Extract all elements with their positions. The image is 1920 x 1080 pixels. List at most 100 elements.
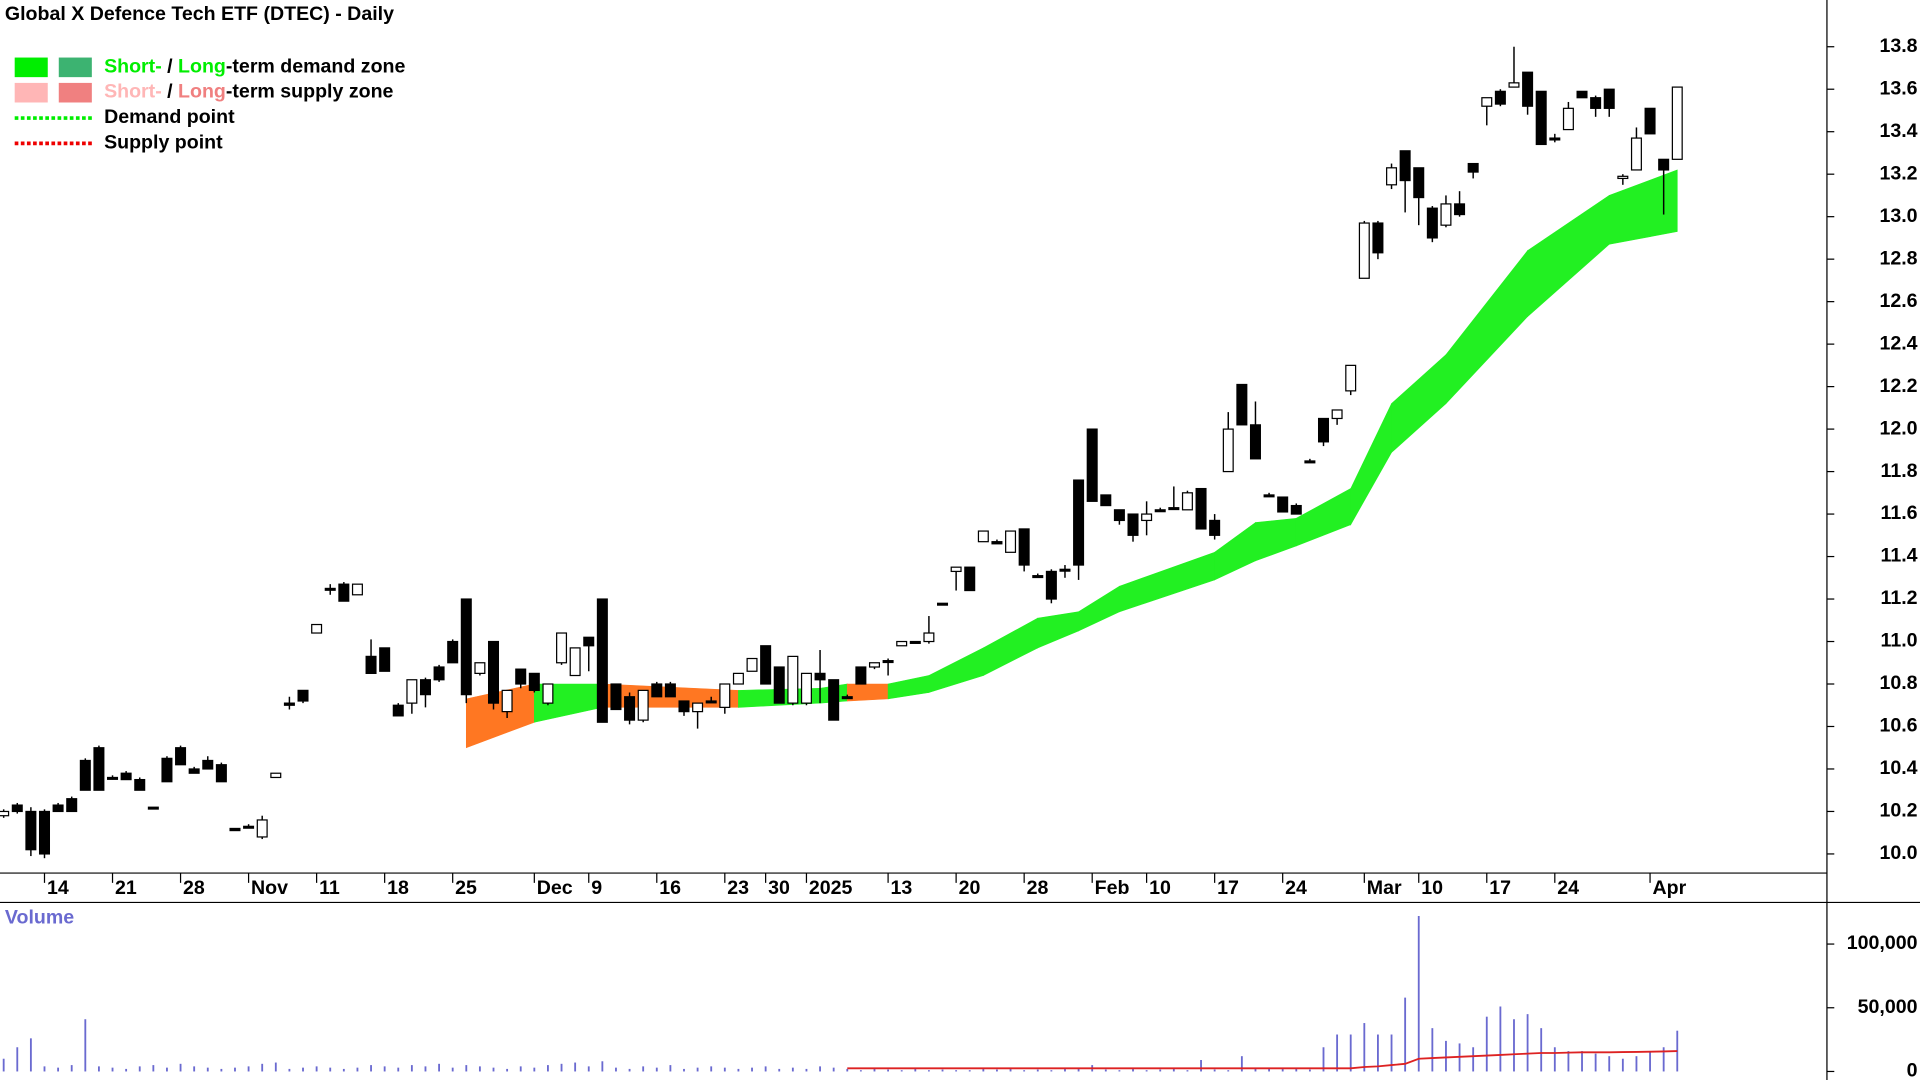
y-tick-label: 13.8 <box>1879 35 1917 57</box>
candle-body <box>79 759 91 791</box>
candle-body <box>161 757 173 783</box>
candle-body <box>1222 428 1234 473</box>
zone-segment <box>983 617 1039 677</box>
zone-segment <box>1078 585 1120 632</box>
zone-segment <box>1350 403 1392 526</box>
x-tick-label: 10 <box>1149 877 1171 899</box>
x-tick-label: 11 <box>319 877 340 899</box>
candle-body <box>1277 496 1289 513</box>
candle-body <box>1508 82 1520 88</box>
legend-text: Short- <box>104 81 162 103</box>
candle-body <box>542 683 554 704</box>
y-tick-label: 13.6 <box>1879 77 1917 99</box>
candle-body <box>964 566 976 592</box>
candle-body <box>1154 509 1166 513</box>
x-tick-label: 23 <box>727 877 749 899</box>
candle-body <box>1236 383 1248 426</box>
candle-body <box>1005 530 1017 553</box>
candle-body <box>1535 90 1547 146</box>
candle-body <box>1494 90 1506 105</box>
candle-body <box>134 778 146 791</box>
candle-body <box>1181 492 1193 511</box>
candle-body <box>882 660 894 664</box>
candle-body <box>664 683 676 698</box>
x-tick-label: 28 <box>183 877 205 899</box>
y-tick-label: 11.6 <box>1881 502 1918 524</box>
candle-body <box>379 647 391 672</box>
y-tick-label: 11.0 <box>1881 630 1918 652</box>
legend-entry: Short- / Long-term demand zone <box>104 56 405 78</box>
candle-body <box>229 827 241 832</box>
x-tick-label: 30 <box>768 877 790 899</box>
candle-body <box>569 647 581 677</box>
candle-body <box>1481 97 1493 107</box>
candle-body <box>610 683 622 711</box>
candle-body <box>841 696 853 700</box>
candle-body <box>175 747 187 766</box>
candle-body <box>1522 71 1534 107</box>
candle-body <box>705 700 717 704</box>
candle-body <box>392 704 404 717</box>
x-tick-label: Dec <box>537 877 573 899</box>
candle-body <box>147 806 159 810</box>
candle-body <box>311 623 323 634</box>
x-tick-label: Apr <box>1653 877 1687 899</box>
x-tick-label: 28 <box>1027 877 1049 899</box>
candle-body <box>501 689 513 713</box>
zone-segment <box>1608 169 1678 245</box>
candle-body <box>11 804 23 813</box>
candle-body <box>297 689 309 702</box>
candle-body <box>1032 575 1044 579</box>
candle-body <box>1113 509 1125 522</box>
candle-body <box>256 819 268 838</box>
candle-body <box>406 679 418 704</box>
candle-body <box>1562 107 1574 131</box>
chart-title: Global X Defence Tech ETF (DTEC) - Daily <box>5 3 394 25</box>
candle-body <box>977 530 989 543</box>
legend-entry: Short- / Long-term supply zone <box>104 81 393 103</box>
x-tick-label: Feb <box>1095 877 1130 899</box>
y-tick-label: 12.6 <box>1879 290 1917 312</box>
y-tick-label: 13.4 <box>1879 120 1917 142</box>
legend-swatch <box>14 57 48 78</box>
candle-body <box>1059 568 1071 572</box>
candle-body <box>338 583 350 602</box>
candle-body <box>188 768 200 774</box>
candle-body <box>365 655 377 674</box>
legend-swatch <box>58 82 92 103</box>
legend-text: Long <box>178 56 226 78</box>
candle-body <box>1100 494 1112 507</box>
legend-text: -term demand zone <box>226 56 406 78</box>
zone-segment <box>465 683 535 749</box>
x-tick-label: 24 <box>1557 877 1579 899</box>
candle-body <box>800 672 812 704</box>
candle-body <box>52 804 64 813</box>
candle-body <box>1549 137 1561 141</box>
candle-body <box>324 587 336 591</box>
candle-body <box>1617 175 1629 180</box>
candle-body <box>1195 487 1207 530</box>
x-tick-label: 2025 <box>809 877 853 899</box>
legend-text: / <box>162 81 178 103</box>
candle-body <box>937 602 949 606</box>
candle-body <box>637 689 649 721</box>
y-tick-label: 12.2 <box>1879 375 1917 397</box>
y-tick-label: 11.8 <box>1881 460 1918 482</box>
x-tick-label: Mar <box>1367 877 1402 899</box>
legend-text: -term supply zone <box>226 81 394 103</box>
candle-body <box>1249 424 1261 460</box>
candle-body <box>950 566 962 573</box>
candle-body <box>1141 513 1153 522</box>
y-tick-label: 10.2 <box>1879 800 1917 822</box>
candle-body <box>1127 513 1139 536</box>
candle-body <box>215 764 227 783</box>
legend-text: Short- <box>104 56 162 78</box>
candle-body <box>624 696 636 721</box>
x-tick-label: Nov <box>251 877 288 899</box>
candle-body <box>1386 167 1398 186</box>
candle-body <box>1209 519 1221 536</box>
candle-body <box>1576 90 1588 99</box>
candle-body <box>0 810 10 817</box>
candle-body <box>678 700 690 713</box>
candle-body <box>270 772 282 779</box>
